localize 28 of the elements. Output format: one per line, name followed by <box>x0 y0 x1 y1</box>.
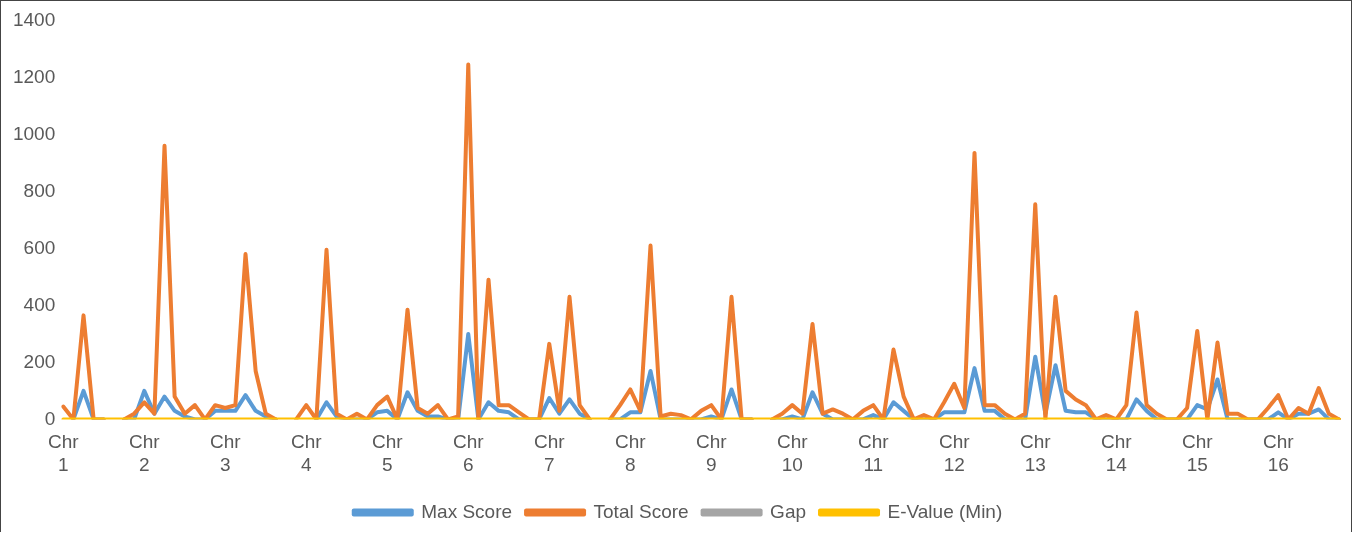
legend-label: Max Score <box>421 500 513 522</box>
x-tick-label: Chr 7 <box>533 431 566 475</box>
y-tick-label: 400 <box>23 293 56 315</box>
x-tick-label: Chr 14 <box>1100 431 1133 475</box>
x-tick-label: Chr 8 <box>614 431 647 475</box>
x-tick-label: Chr 15 <box>1181 431 1214 475</box>
x-tick-label: Chr 1 <box>47 431 80 475</box>
legend-label: Total Score <box>593 500 689 522</box>
x-tick-label: Chr 6 <box>452 431 485 475</box>
x-tick-label: Chr 2 <box>128 431 161 475</box>
x-tick-label: Chr 9 <box>695 431 728 475</box>
y-tick-label: 0 <box>44 407 56 429</box>
x-tick-label: Chr 5 <box>371 431 404 475</box>
y-tick-label: 1000 <box>12 122 56 144</box>
x-tick-label: Chr 11 <box>857 431 890 475</box>
x-tick-label: Chr 10 <box>776 431 809 475</box>
y-tick-label: 200 <box>23 350 56 372</box>
x-tick-label: Chr 13 <box>1019 431 1052 475</box>
x-tick-label: Chr 3 <box>209 431 242 475</box>
y-tick-label: 1400 <box>12 8 56 30</box>
legend-label: Gap <box>770 500 807 522</box>
y-tick-label: 800 <box>23 179 56 201</box>
x-tick-label: Chr 16 <box>1262 431 1295 475</box>
y-tick-label: 1200 <box>12 65 56 87</box>
x-tick-label: Chr 4 <box>290 431 323 475</box>
x-tick-label: Chr 12 <box>938 431 971 475</box>
legend-label: E-Value (Min) <box>887 500 1003 522</box>
y-tick-label: 600 <box>23 236 56 258</box>
